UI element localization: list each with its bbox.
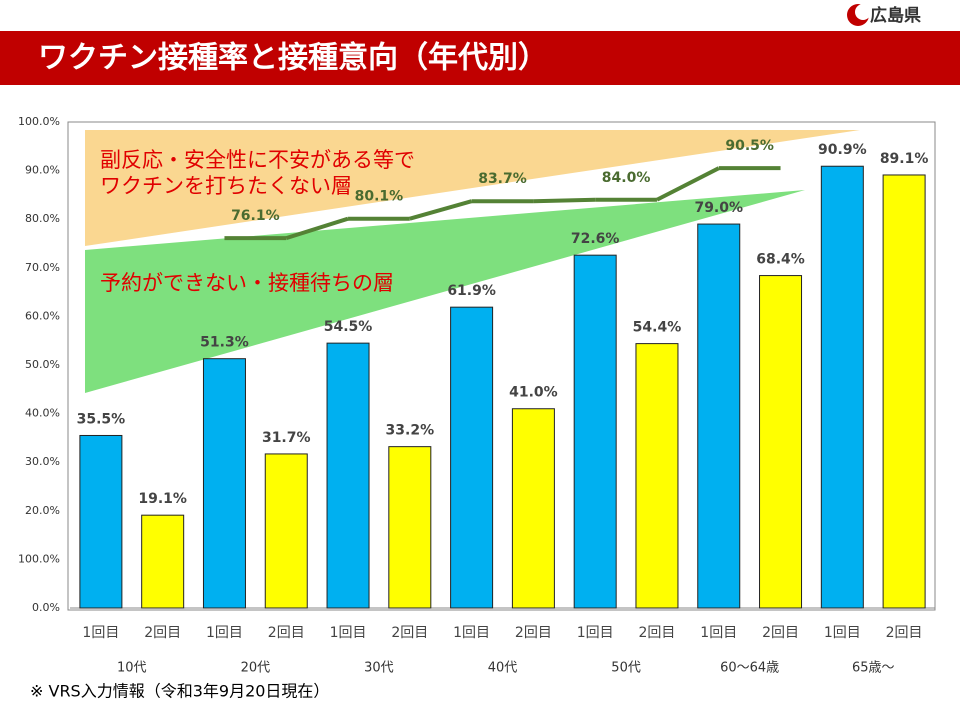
group-label: 65歳〜 — [852, 661, 895, 676]
bar — [202, 358, 246, 609]
y-tick-label: 100.0% — [18, 552, 60, 565]
x-tick-label: 1回目 — [577, 625, 614, 641]
bar — [450, 306, 494, 609]
value-label: 90.9% — [818, 142, 867, 158]
x-tick-label: 2回目 — [391, 625, 428, 641]
y-tick-label: 40.0% — [25, 407, 60, 420]
bar — [882, 174, 926, 609]
value-label: 33.2% — [386, 423, 435, 439]
y-tick-label: 30.0% — [25, 455, 60, 468]
line-connector — [285, 216, 349, 241]
value-label: 89.1% — [880, 151, 929, 167]
value-label: 54.5% — [324, 319, 373, 335]
y-tick-label: 80.0% — [25, 212, 60, 225]
x-tick-label: 2回目 — [144, 625, 181, 641]
value-label: 41.0% — [509, 385, 558, 401]
bar — [759, 275, 803, 609]
x-tick-label: 1回目 — [453, 625, 490, 641]
bar — [573, 254, 617, 609]
y-tick-label: 60.0% — [25, 309, 60, 322]
bar — [511, 408, 555, 609]
x-tick-label: 2回目 — [886, 625, 923, 641]
annotation: 副反応・安全性に不安がある等で — [100, 148, 415, 172]
value-label: 54.4% — [633, 320, 682, 336]
logo-text: 広島県 — [870, 5, 921, 26]
x-tick-label: 1回目 — [206, 625, 243, 641]
band-orange — [85, 130, 860, 246]
title-bar — [0, 31, 960, 85]
line-value-label: 76.1% — [231, 208, 280, 224]
value-label: 51.3% — [200, 335, 249, 351]
bar — [820, 165, 864, 609]
x-tick-label: 2回目 — [268, 625, 305, 641]
line-value-label: 90.5% — [725, 138, 774, 154]
value-label: 35.5% — [77, 411, 126, 427]
y-tick-label: 0.0% — [32, 601, 60, 614]
value-label: 61.9% — [447, 283, 496, 299]
band-green — [85, 190, 805, 393]
x-tick-label: 1回目 — [82, 625, 119, 641]
bar — [326, 342, 370, 609]
group-label: 50代 — [611, 661, 641, 676]
bar — [635, 343, 679, 609]
value-label: 72.6% — [571, 231, 620, 247]
value-label: 79.0% — [694, 200, 743, 216]
group-label: 30代 — [364, 661, 394, 676]
group-label: 40代 — [488, 661, 518, 676]
value-label: 31.7% — [262, 430, 311, 446]
group-label: 10代 — [117, 661, 147, 676]
value-label: 19.1% — [138, 491, 187, 507]
footnote: ※ VRS入力情報（令和3年9月20日現在） — [30, 682, 329, 701]
bar — [79, 434, 123, 609]
bar — [388, 446, 432, 609]
y-tick-label: 20.0% — [25, 504, 60, 517]
chart: 0.0% 100.0% 20.0% 30.0% 40.0% 50.0% 60.0% 70.0%… — [18, 115, 935, 676]
x-tick-label: 1回目 — [330, 625, 367, 641]
y-tick-label: 100.0% — [18, 115, 60, 128]
value-label: 68.4% — [756, 252, 805, 268]
group-label: 20代 — [241, 661, 271, 676]
y-tick-label: 70.0% — [25, 261, 60, 274]
bar — [264, 453, 308, 609]
x-tick-label: 2回目 — [639, 625, 676, 641]
bar — [141, 514, 185, 609]
title: ワクチン接種率と接種意向（年代別） — [38, 41, 548, 76]
line-value-label: 84.0% — [602, 170, 651, 186]
x-tick-label: 2回目 — [515, 625, 552, 641]
line-connector — [656, 166, 720, 202]
y-tick-label: 90.0% — [25, 164, 60, 177]
line-value-label: 80.1% — [355, 189, 404, 205]
line-connector — [533, 197, 596, 204]
x-tick-label: 1回目 — [824, 625, 861, 641]
x-tick-label: 2回目 — [762, 625, 799, 641]
line-value-label: 83.7% — [478, 171, 527, 187]
bar — [697, 223, 741, 609]
logo-icon-cut — [855, 4, 871, 20]
y-tick-label: 50.0% — [25, 358, 60, 371]
annotation: ワクチンを打ちたくない層 — [100, 174, 352, 198]
line-connector — [409, 199, 473, 221]
group-label: 60〜64歳 — [720, 661, 779, 676]
annotation: 予約ができない・接種待ちの層 — [100, 271, 394, 295]
x-tick-label: 1回目 — [700, 625, 737, 641]
